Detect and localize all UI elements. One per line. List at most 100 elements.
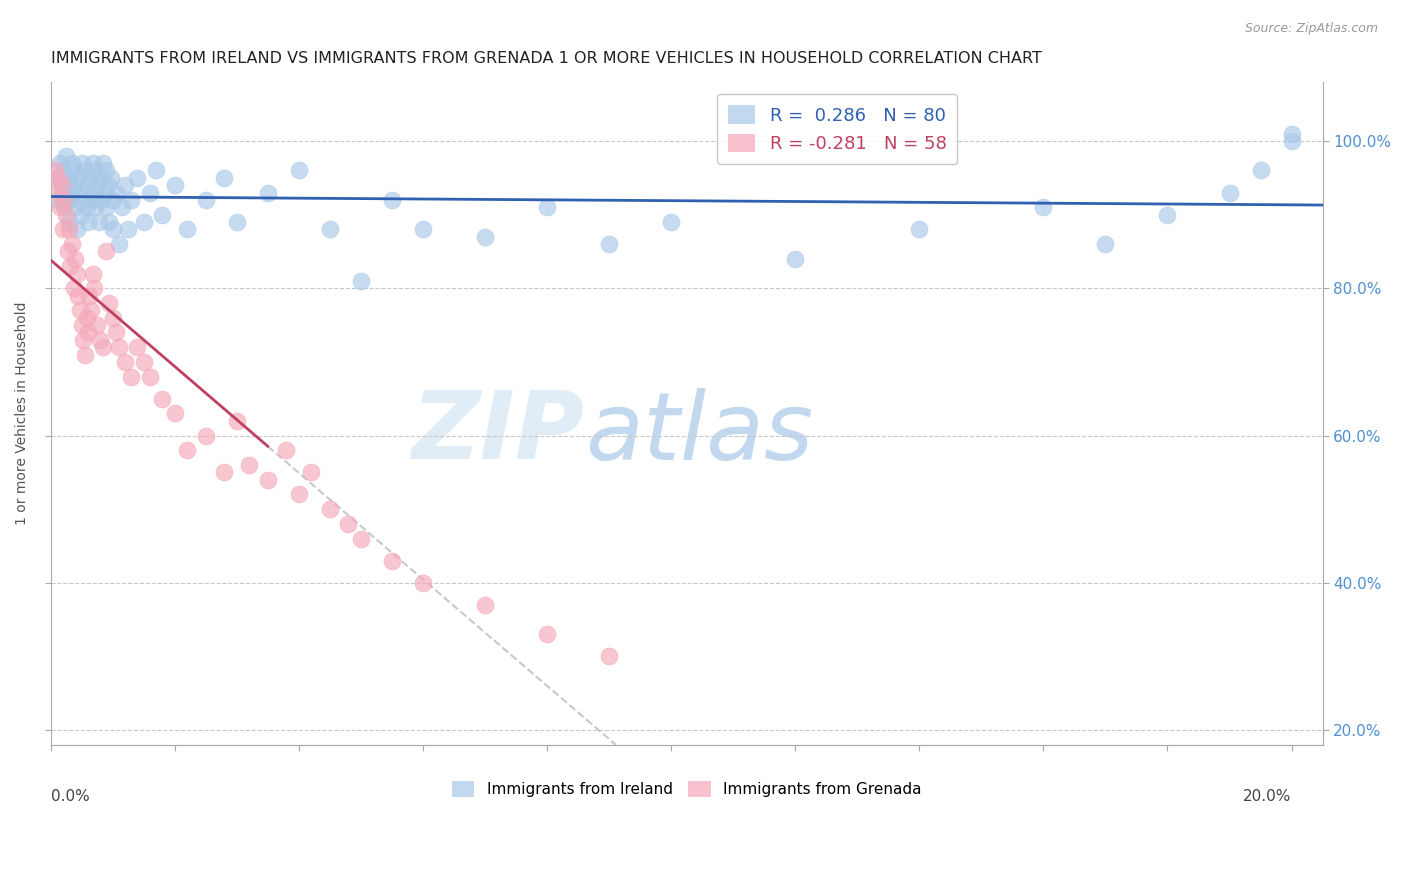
Point: [76, 200, 98, 214]
Point: [46, 193, 69, 207]
Point: [98, 215, 121, 229]
Point: [70, 156, 93, 170]
Point: [58, 215, 80, 229]
Point: [150, 392, 173, 406]
Point: [86, 178, 108, 193]
Point: [96, 244, 118, 259]
Point: [72, 333, 94, 347]
Point: [908, 222, 931, 236]
Point: [69, 303, 91, 318]
Point: [96, 163, 118, 178]
Point: [127, 340, 149, 354]
Point: [90, 193, 112, 207]
Point: [659, 215, 682, 229]
Point: [89, 333, 111, 347]
Point: [214, 466, 236, 480]
Point: [412, 575, 434, 590]
Point: [176, 222, 198, 236]
Point: [101, 310, 124, 325]
Point: [127, 170, 149, 185]
Point: [276, 443, 298, 458]
Point: [67, 288, 90, 302]
Point: [163, 407, 186, 421]
Point: [83, 281, 105, 295]
Point: [89, 170, 111, 185]
Point: [101, 193, 124, 207]
Point: [120, 369, 142, 384]
Point: [51, 178, 73, 193]
Point: [53, 200, 76, 214]
Point: [381, 193, 404, 207]
Point: [194, 428, 217, 442]
Text: 0.0%: 0.0%: [51, 789, 89, 804]
Point: [56, 178, 79, 193]
Point: [49, 156, 72, 170]
Point: [60, 186, 83, 200]
Text: IMMIGRANTS FROM IRELAND VS IMMIGRANTS FROM GRENADA 1 OR MORE VEHICLES IN HOUSEHO: IMMIGRANTS FROM IRELAND VS IMMIGRANTS FR…: [51, 51, 1042, 66]
Point: [100, 170, 122, 185]
Point: [98, 296, 121, 310]
Point: [46, 170, 69, 185]
Point: [150, 208, 173, 222]
Point: [65, 252, 87, 266]
Point: [337, 516, 360, 531]
Point: [287, 487, 309, 501]
Point: [114, 355, 136, 369]
Point: [73, 163, 96, 178]
Point: [785, 252, 807, 266]
Point: [139, 186, 162, 200]
Point: [412, 222, 434, 236]
Text: atlas: atlas: [585, 388, 813, 479]
Point: [83, 186, 105, 200]
Point: [65, 222, 87, 236]
Point: [56, 244, 79, 259]
Point: [76, 310, 98, 325]
Point: [76, 178, 98, 193]
Point: [474, 598, 496, 612]
Point: [55, 208, 77, 222]
Point: [194, 193, 217, 207]
Point: [59, 259, 82, 273]
Point: [51, 186, 73, 200]
Point: [55, 149, 77, 163]
Point: [58, 170, 80, 185]
Point: [117, 222, 139, 236]
Point: [97, 178, 120, 193]
Point: [83, 163, 105, 178]
Point: [70, 208, 93, 222]
Point: [87, 215, 110, 229]
Point: [474, 229, 496, 244]
Point: [350, 532, 373, 546]
Point: [225, 414, 247, 428]
Point: [1218, 186, 1240, 200]
Point: [1281, 127, 1303, 141]
Point: [44, 163, 66, 178]
Point: [63, 163, 86, 178]
Point: [101, 222, 124, 236]
Point: [381, 554, 404, 568]
Point: [598, 237, 620, 252]
Point: [1250, 163, 1272, 178]
Point: [60, 237, 83, 252]
Point: [82, 156, 104, 170]
Point: [76, 215, 98, 229]
Point: [65, 200, 87, 214]
Point: [114, 178, 136, 193]
Point: [350, 274, 373, 288]
Text: ZIP: ZIP: [412, 387, 585, 479]
Point: [319, 222, 342, 236]
Point: [256, 186, 278, 200]
Point: [120, 193, 142, 207]
Point: [70, 318, 93, 332]
Point: [107, 237, 129, 252]
Point: [104, 326, 127, 340]
Point: [65, 267, 87, 281]
Point: [60, 156, 83, 170]
Point: [163, 178, 186, 193]
Point: [299, 466, 322, 480]
Point: [238, 458, 260, 472]
Y-axis label: 1 or more Vehicles in Household: 1 or more Vehicles in Household: [15, 301, 30, 525]
Point: [132, 215, 155, 229]
Point: [82, 267, 104, 281]
Point: [58, 222, 80, 236]
